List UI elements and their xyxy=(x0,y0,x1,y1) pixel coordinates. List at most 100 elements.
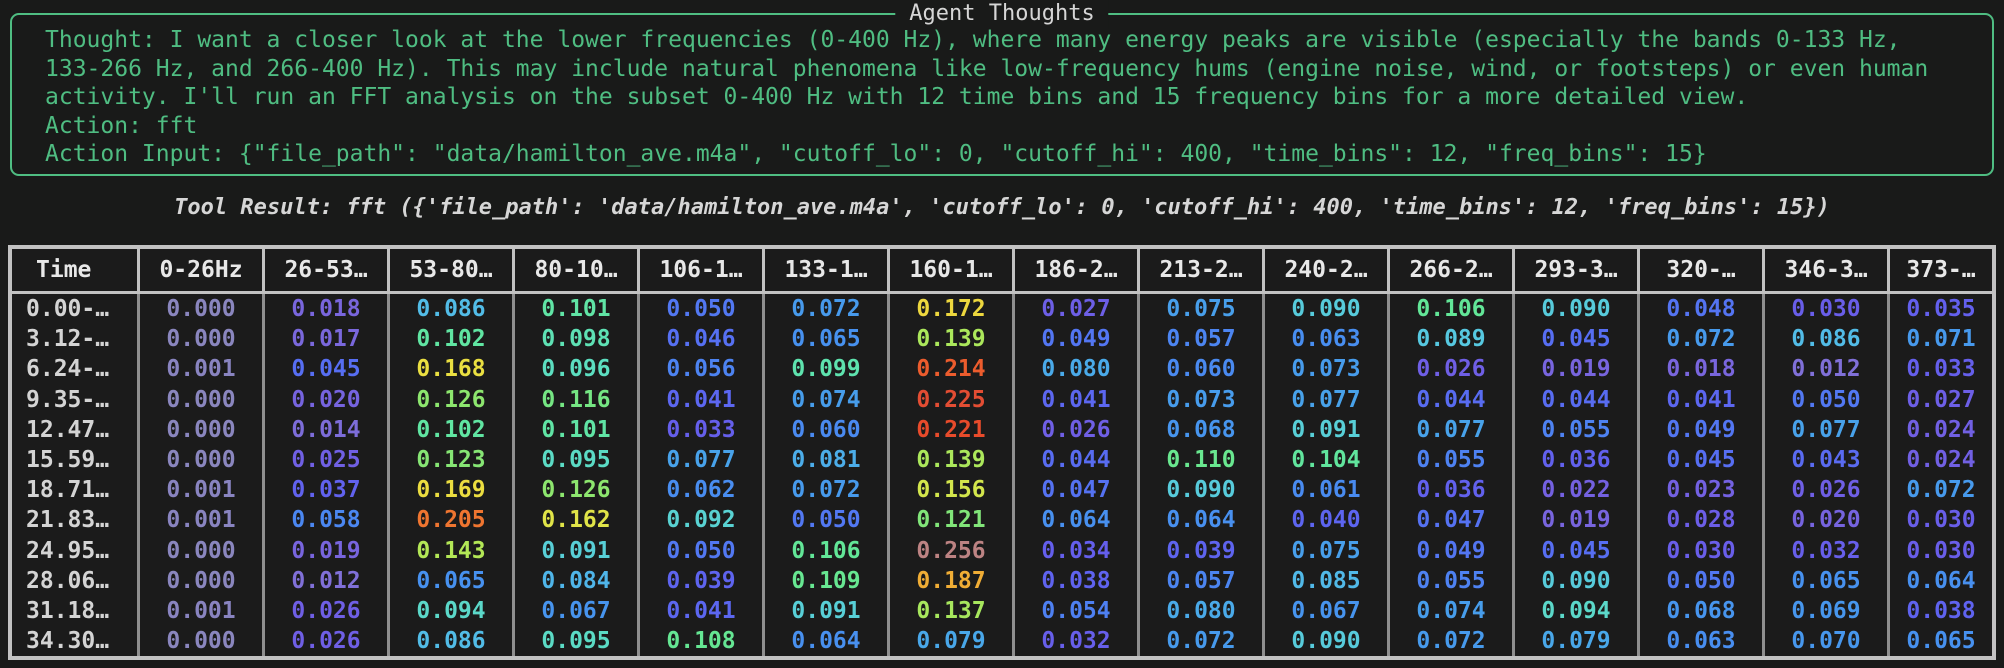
fft-value-cell: 0.049 xyxy=(1015,324,1137,355)
fft-value-cell: 0.055 xyxy=(1390,444,1512,476)
fft-value-cell: 0.001 xyxy=(140,354,262,385)
fft-value-cell: 0.000 xyxy=(140,384,262,415)
fft-value-cell: 0.045 xyxy=(1515,535,1637,566)
fft-value-cell: 0.065 xyxy=(390,565,512,596)
fft-value-cell: 0.028 xyxy=(1640,505,1762,536)
fft-value-cell: 0.043 xyxy=(1765,444,1887,476)
fft-value-cell: 0.080 xyxy=(1140,595,1262,627)
fft-value-cell: 0.044 xyxy=(1515,384,1637,415)
fft-value-cell: 0.077 xyxy=(1390,414,1512,445)
fft-value-cell: 0.091 xyxy=(1265,414,1387,445)
fft-value-cell: 0.033 xyxy=(640,414,762,445)
fft-value-cell: 0.068 xyxy=(1140,414,1262,445)
fft-value-cell: 0.168 xyxy=(390,354,512,385)
fft-value-cell: 0.064 xyxy=(1140,505,1262,536)
fft-value-cell: 0.079 xyxy=(1515,626,1637,657)
fft-value-cell: 0.000 xyxy=(140,324,262,355)
row-time-label: 28.06… xyxy=(12,565,137,596)
row-time-label: 21.83… xyxy=(12,505,137,536)
fft-value-cell: 0.068 xyxy=(1640,595,1762,627)
row-time-label: 34.30… xyxy=(12,626,137,657)
fft-value-cell: 0.065 xyxy=(1765,565,1887,596)
fft-value-cell: 0.030 xyxy=(1640,535,1762,566)
fft-value-cell: 0.044 xyxy=(1390,384,1512,415)
fft-value-cell: 0.101 xyxy=(515,294,637,325)
column-header: 320-… xyxy=(1640,249,1762,291)
fft-value-cell: 0.139 xyxy=(890,444,1012,476)
fft-value-cell: 0.102 xyxy=(390,324,512,355)
fft-value-cell: 0.024 xyxy=(1890,414,1992,445)
fft-value-cell: 0.038 xyxy=(1890,595,1992,627)
fft-value-cell: 0.101 xyxy=(515,414,637,445)
fft-value-cell: 0.104 xyxy=(1265,444,1387,476)
table-body: 0.00-… 0.000 0.018 0.086 0.101 0.050 0.072 0.17… xyxy=(12,294,1992,657)
fft-value-cell: 0.038 xyxy=(1015,565,1137,596)
row-time-label: 0.00-… xyxy=(12,294,137,325)
fft-value-cell: 0.026 xyxy=(265,626,387,657)
fft-value-cell: 0.090 xyxy=(1515,565,1637,596)
fft-value-cell: 0.126 xyxy=(515,475,637,506)
fft-value-cell: 0.014 xyxy=(265,414,387,445)
fft-value-cell: 0.044 xyxy=(1015,444,1137,476)
fft-value-cell: 0.057 xyxy=(1140,324,1262,355)
fft-value-cell: 0.075 xyxy=(1265,535,1387,566)
fft-value-cell: 0.172 xyxy=(890,294,1012,325)
fft-value-cell: 0.067 xyxy=(1265,595,1387,627)
fft-value-cell: 0.000 xyxy=(140,535,262,566)
fft-value-cell: 0.056 xyxy=(640,354,762,385)
fft-value-cell: 0.062 xyxy=(640,475,762,506)
fft-value-cell: 0.072 xyxy=(765,294,887,325)
fft-value-cell: 0.018 xyxy=(1640,354,1762,385)
fft-value-cell: 0.205 xyxy=(390,505,512,536)
fft-value-cell: 0.089 xyxy=(1390,324,1512,355)
column-header: 346-3… xyxy=(1765,249,1887,291)
row-time-label: 9.35-… xyxy=(12,384,137,415)
column-header: 106-1… xyxy=(640,249,762,291)
fft-value-cell: 0.049 xyxy=(1640,414,1762,445)
fft-value-cell: 0.074 xyxy=(765,384,887,415)
fft-value-cell: 0.225 xyxy=(890,384,1012,415)
row-time-label: 3.12-… xyxy=(12,324,137,355)
fft-value-cell: 0.072 xyxy=(1890,475,1992,506)
fft-value-cell: 0.072 xyxy=(1140,626,1262,657)
fft-value-cell: 0.214 xyxy=(890,354,1012,385)
fft-value-cell: 0.030 xyxy=(1765,294,1887,325)
fft-value-cell: 0.075 xyxy=(1140,294,1262,325)
fft-value-cell: 0.046 xyxy=(640,324,762,355)
column-header: 293-3… xyxy=(1515,249,1637,291)
fft-value-cell: 0.027 xyxy=(1890,384,1992,415)
row-time-label: 12.47… xyxy=(12,414,137,445)
tool-result-line: Tool Result: fft ({'file_path': 'data/ha… xyxy=(174,195,1830,220)
fft-value-cell: 0.054 xyxy=(1015,595,1137,627)
fft-value-cell: 0.026 xyxy=(1765,475,1887,506)
fft-value-cell: 0.071 xyxy=(1890,324,1992,355)
fft-value-cell: 0.055 xyxy=(1515,414,1637,445)
thought-line: Thought: I want a closer look at the low… xyxy=(45,27,1901,53)
fft-value-cell: 0.098 xyxy=(515,324,637,355)
agent-thoughts-text: Thought: I want a closer look at the low… xyxy=(12,15,1992,169)
fft-value-cell: 0.156 xyxy=(890,475,1012,506)
fft-value-cell: 0.139 xyxy=(890,324,1012,355)
fft-value-cell: 0.110 xyxy=(1140,444,1262,476)
fft-value-cell: 0.121 xyxy=(890,505,1012,536)
fft-value-cell: 0.084 xyxy=(515,565,637,596)
fft-value-cell: 0.221 xyxy=(890,414,1012,445)
fft-value-cell: 0.081 xyxy=(765,444,887,476)
fft-value-cell: 0.024 xyxy=(1890,444,1992,476)
fft-value-cell: 0.026 xyxy=(265,595,387,627)
fft-value-cell: 0.086 xyxy=(1765,324,1887,355)
fft-value-cell: 0.106 xyxy=(1390,294,1512,325)
column-header: 53-80… xyxy=(390,249,512,291)
fft-value-cell: 0.000 xyxy=(140,626,262,657)
fft-value-cell: 0.032 xyxy=(1015,626,1137,657)
fft-value-cell: 0.137 xyxy=(890,595,1012,627)
column-header: 186-2… xyxy=(1015,249,1137,291)
fft-value-cell: 0.000 xyxy=(140,444,262,476)
fft-value-cell: 0.036 xyxy=(1390,475,1512,506)
fft-value-cell: 0.030 xyxy=(1890,535,1992,566)
fft-value-cell: 0.041 xyxy=(640,595,762,627)
fft-value-cell: 0.086 xyxy=(390,626,512,657)
column-header: 266-2… xyxy=(1390,249,1512,291)
fft-value-cell: 0.050 xyxy=(765,505,887,536)
table-header-row: Time 0-26Hz 26-53… 53-80… 80-10… 106-1… 133-1…… xyxy=(12,249,1992,291)
